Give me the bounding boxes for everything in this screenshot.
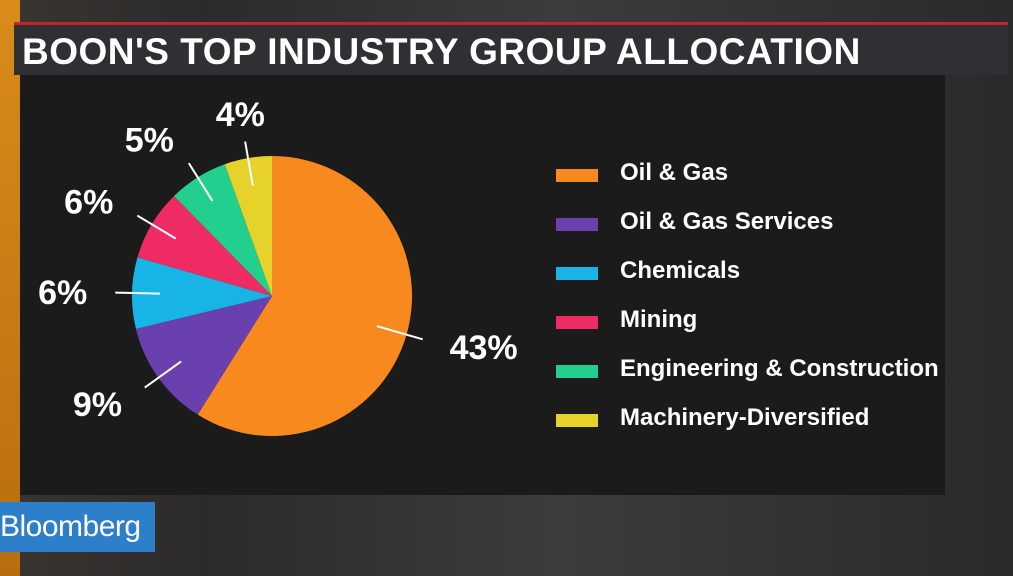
slice-percent-label-4: 6% xyxy=(64,183,113,221)
legend-label: Oil & Gas Services xyxy=(620,208,834,235)
pie-slice-3 xyxy=(132,257,272,329)
leader-line-2 xyxy=(144,360,182,389)
legend-swatch xyxy=(556,365,598,378)
legend-swatch xyxy=(556,267,598,280)
pie-slice-6 xyxy=(224,156,272,296)
legend-swatch xyxy=(556,316,598,329)
leader-line-5 xyxy=(187,162,214,202)
slice-percent-label-5: 5% xyxy=(125,121,174,159)
pie-slice-5 xyxy=(174,164,272,296)
chart-title: BOON'S TOP INDUSTRY GROUP ALLOCATION xyxy=(22,31,861,72)
legend-label: Engineering & Construction xyxy=(620,355,939,382)
leader-line-4 xyxy=(136,214,177,240)
pie-chart: 43% 9% 6% 6% 5% 4% xyxy=(38,96,518,436)
legend-label: Machinery-Diversified xyxy=(620,404,870,431)
slice-percent-label-2: 9% xyxy=(73,386,122,424)
pie-slice-1 xyxy=(197,156,412,436)
leader-line-3 xyxy=(115,291,161,295)
legend-label: Mining xyxy=(620,306,698,333)
leader-line-1 xyxy=(376,325,423,341)
slice-percent-label-1: 43% xyxy=(450,329,518,367)
slice-percent-label-6: 4% xyxy=(216,96,265,134)
legend-swatch xyxy=(556,414,598,427)
legend-swatch xyxy=(556,169,598,182)
pie-slice-4 xyxy=(137,195,272,296)
legend-label: Chemicals xyxy=(620,257,741,284)
legend-swatch xyxy=(556,218,598,231)
slice-percent-label-3: 6% xyxy=(38,274,87,312)
legend-label: Oil & Gas xyxy=(620,159,729,186)
bloomberg-logo: Bloomberg xyxy=(0,502,155,552)
title-bar: BOON'S TOP INDUSTRY GROUP ALLOCATION xyxy=(14,25,1008,75)
left-accent-stripe xyxy=(0,0,20,576)
title-top-rule xyxy=(14,22,1008,25)
pie-slice-2 xyxy=(135,296,272,415)
leader-line-6 xyxy=(244,141,254,186)
chart-panel: 43% 9% 6% 6% 5% 4% Oil & Gas Oil & Gas Service… xyxy=(20,75,945,495)
brand-wordmark: Bloomberg xyxy=(0,510,141,543)
